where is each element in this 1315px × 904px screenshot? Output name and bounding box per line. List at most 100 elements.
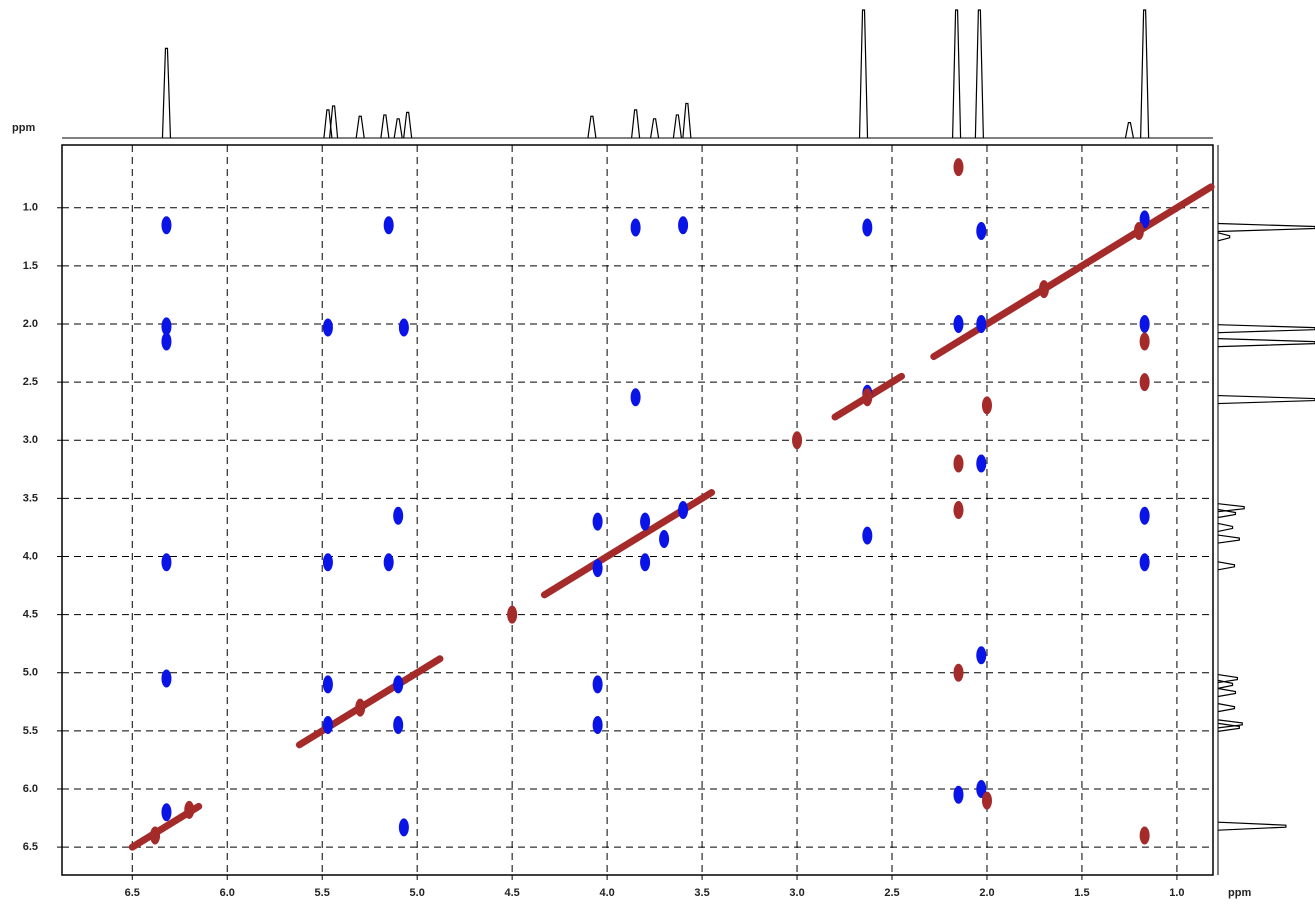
diagonal-peak <box>930 183 1215 361</box>
cross-peak <box>981 791 992 810</box>
cross-peak <box>953 785 964 804</box>
cross-peak <box>161 669 172 688</box>
cross-peak <box>640 553 651 572</box>
cross-peak <box>161 553 172 572</box>
cross-peak <box>792 431 803 450</box>
cross-peak <box>1139 210 1150 229</box>
x-tick-label: 5.0 <box>410 887 425 899</box>
cross-peak <box>862 388 873 407</box>
cross-peak <box>953 663 964 682</box>
projection-peak <box>1217 534 1240 544</box>
cross-peak <box>1139 506 1150 525</box>
projection-peak <box>974 9 984 139</box>
projection-peak <box>1217 394 1315 405</box>
projection-peak <box>1124 122 1135 139</box>
cross-peak <box>1133 222 1144 241</box>
y-tick-label: 1.5 <box>23 260 38 272</box>
cross-peak <box>1038 280 1049 299</box>
cross-peak <box>161 216 172 235</box>
cross-peak <box>1139 315 1150 334</box>
cross-peak <box>592 559 603 578</box>
projection-peak <box>1217 719 1243 729</box>
projection-peak <box>631 109 641 139</box>
y-tick-label: 5.0 <box>23 667 38 679</box>
cross-peak <box>678 216 689 235</box>
projection-peak <box>1217 503 1245 513</box>
cross-peak <box>393 506 404 525</box>
y-tick-label: 6.5 <box>23 841 38 853</box>
cross-peak <box>322 553 333 572</box>
cross-peak <box>393 716 404 735</box>
projection-peak <box>355 115 365 139</box>
x-axis-label: ppm <box>1228 887 1251 899</box>
cross-peak <box>592 512 603 531</box>
cross-peak <box>322 716 333 735</box>
cross-peak <box>161 332 172 351</box>
y-tick-label: 6.0 <box>23 783 38 795</box>
cross-peak <box>592 716 603 735</box>
cross-peak <box>383 553 394 572</box>
projection-peak <box>1217 703 1236 713</box>
cross-peak <box>678 501 689 519</box>
cross-peak <box>383 216 394 235</box>
projection-peak <box>1217 821 1287 831</box>
x-tick-label: 6.5 <box>125 887 140 899</box>
projection-peak <box>403 111 413 139</box>
y-axis-label: ppm <box>12 122 35 134</box>
projection-peak <box>858 9 869 139</box>
projection-peak <box>1140 9 1150 139</box>
projection-peak <box>329 105 339 139</box>
projection-peak <box>1217 673 1238 684</box>
cross-peak <box>322 318 333 337</box>
cross-peak <box>976 315 987 334</box>
projection-peak <box>1217 522 1234 533</box>
diagonal-peak <box>295 655 444 749</box>
cross-peak <box>398 318 409 337</box>
cross-peak <box>953 501 964 519</box>
cross-peak <box>355 698 366 717</box>
projection-peak <box>650 118 660 139</box>
cross-peak <box>184 800 195 819</box>
projection-peak <box>380 114 390 139</box>
cross-peak <box>976 222 987 241</box>
x-tick-label: 4.5 <box>504 887 519 899</box>
projection-peak <box>1217 687 1237 698</box>
y-tick-label: 3.5 <box>23 492 38 504</box>
projection-peak <box>672 114 682 139</box>
projection-peak <box>682 102 692 139</box>
cross-peak <box>659 530 670 549</box>
x-tick-label: 2.5 <box>884 887 899 899</box>
projection-peak <box>1217 324 1315 334</box>
cross-peak <box>953 158 964 177</box>
cross-peak <box>393 675 404 694</box>
cross-peak <box>862 526 873 545</box>
y-tick-label: 2.0 <box>23 318 38 330</box>
cross-peak <box>976 454 987 473</box>
y-tick-label: 2.5 <box>23 376 38 388</box>
y-tick-label: 3.0 <box>23 434 38 446</box>
cross-peak <box>322 675 333 694</box>
cross-peak <box>953 454 964 473</box>
cross-peak <box>507 605 518 624</box>
x-tick-label: 1.5 <box>1074 887 1089 899</box>
x-tick-label: 3.0 <box>789 887 804 899</box>
projection-peak <box>393 118 403 139</box>
projection-peak <box>161 47 172 139</box>
cross-peak <box>1139 332 1150 351</box>
cross-peak <box>953 315 964 334</box>
x-tick-label: 6.0 <box>220 887 235 899</box>
cross-peak <box>1139 373 1150 392</box>
cross-peak <box>398 818 409 837</box>
cross-peak <box>161 317 172 336</box>
cross-peak <box>161 803 172 822</box>
projection-peak <box>1217 722 1240 732</box>
projection-peak <box>1217 232 1231 242</box>
projection-peak <box>1217 338 1315 348</box>
cross-peak <box>640 512 651 531</box>
cross-peak <box>1139 553 1150 572</box>
x-tick-label: 2.0 <box>979 887 994 899</box>
projection-peak <box>951 9 962 139</box>
cross-peak <box>862 218 873 237</box>
cross-peak <box>630 218 641 237</box>
